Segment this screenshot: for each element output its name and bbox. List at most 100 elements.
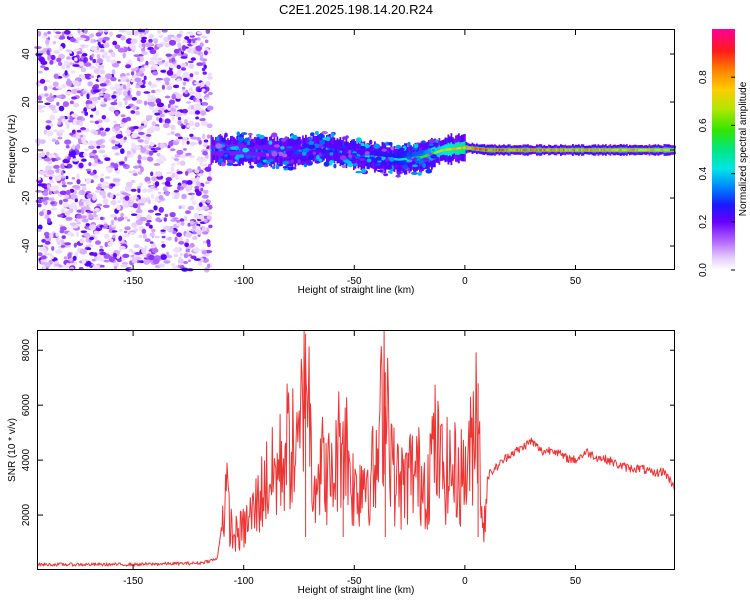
- noise-blob: [72, 185, 80, 189]
- noise-blob: [167, 107, 171, 111]
- ridge-blob: [375, 156, 382, 161]
- noise-blob: [88, 103, 96, 109]
- ridge-blob: [328, 160, 335, 164]
- noise-blob: [41, 239, 46, 243]
- ridge-blob: [216, 136, 220, 142]
- noise-blob: [194, 122, 200, 128]
- ridge-core: [605, 148, 607, 152]
- noise-blob: [174, 36, 181, 43]
- ridge-core: [257, 149, 259, 152]
- noise-blob: [134, 77, 142, 83]
- noise-blob: [149, 142, 155, 147]
- noise-blob: [69, 188, 75, 193]
- ridge-blob: [268, 140, 273, 145]
- noise-blob: [177, 116, 182, 121]
- noise-blob: [103, 93, 111, 99]
- noise-blob: [100, 101, 106, 105]
- ridge-blob: [359, 151, 364, 157]
- noise-blob: [84, 148, 89, 152]
- noise-blob: [199, 52, 204, 59]
- noise-blob: [183, 260, 189, 265]
- noise-blob: [104, 157, 111, 161]
- noise-blob: [187, 205, 195, 211]
- noise-blob: [146, 115, 153, 118]
- noise-blob: [47, 97, 55, 103]
- noise-blob: [71, 177, 76, 180]
- noise-blob: [103, 29, 109, 33]
- x-tick-label: 0: [462, 276, 468, 287]
- ridge-core: [615, 148, 618, 152]
- ridge-core: [600, 148, 603, 152]
- ridge-blob: [373, 143, 381, 149]
- ridge-core: [548, 148, 550, 152]
- ridge-core: [462, 146, 465, 150]
- ridge-core: [452, 147, 454, 151]
- noise-blob: [120, 35, 126, 41]
- ridge-core: [561, 148, 564, 152]
- noise-blob: [50, 207, 58, 211]
- ridge-blob: [353, 163, 359, 167]
- ridge-blob: [383, 173, 389, 177]
- ridge-core: [492, 148, 495, 152]
- ridge-core: [281, 150, 283, 154]
- noise-blob: [146, 128, 154, 134]
- ridge-blob: [387, 170, 393, 174]
- ridge-core: [270, 150, 273, 153]
- noise-blob: [128, 199, 132, 205]
- noise-blob: [112, 120, 118, 124]
- ridge-blob: [435, 139, 439, 143]
- ridge-core: [449, 148, 451, 151]
- ridge-core: [624, 148, 627, 152]
- ridge-core: [498, 148, 501, 152]
- ridge-core: [215, 148, 217, 152]
- ridge-core: [332, 148, 334, 152]
- noise-blob: [72, 144, 76, 150]
- noise-blob: [141, 43, 147, 48]
- noise-blob: [203, 144, 208, 148]
- ridge-blob: [347, 160, 352, 164]
- noise-blob: [86, 193, 94, 199]
- noise-blob: [171, 93, 177, 100]
- noise-blob: [53, 164, 60, 169]
- noise-blob: [58, 105, 65, 112]
- noise-blob: [177, 184, 181, 191]
- noise-blob: [180, 62, 187, 68]
- noise-blob: [48, 85, 53, 89]
- ridge-blob: [271, 132, 278, 138]
- noise-blob: [118, 79, 121, 82]
- ridge-blob: [259, 134, 265, 139]
- noise-blob: [137, 205, 141, 211]
- noise-blob: [82, 206, 88, 211]
- noise-blob: [174, 154, 181, 158]
- ridge-blob: [406, 156, 412, 160]
- ridge-core: [396, 158, 399, 161]
- ridge-core: [657, 148, 660, 152]
- ridge-core: [269, 150, 271, 153]
- noise-blob: [96, 145, 101, 149]
- noise-blob: [124, 216, 128, 220]
- noise-blob: [189, 75, 194, 82]
- noise-blob: [63, 60, 70, 66]
- ridge-core: [339, 150, 342, 153]
- noise-blob: [145, 136, 151, 141]
- noise-blob: [190, 91, 196, 95]
- ridge-blob: [245, 154, 251, 159]
- y-tick-label: 4000: [21, 449, 32, 472]
- noise-blob: [149, 49, 157, 55]
- noise-blob: [198, 139, 202, 145]
- ridge-blob: [334, 149, 338, 154]
- ridge-blob: [407, 141, 411, 147]
- ridge-blob: [360, 142, 365, 147]
- ridge-core: [620, 148, 622, 152]
- noise-blob: [195, 225, 200, 230]
- noise-blob: [63, 30, 71, 35]
- ridge-blob: [411, 171, 418, 175]
- noise-blob: [76, 218, 82, 222]
- noise-blob: [139, 216, 147, 222]
- ridge-blob: [402, 164, 408, 170]
- ridge-core: [210, 148, 213, 152]
- ridge-core: [527, 148, 529, 152]
- noise-blob: [98, 92, 104, 97]
- noise-blob: [48, 197, 55, 201]
- noise-blob: [112, 62, 120, 68]
